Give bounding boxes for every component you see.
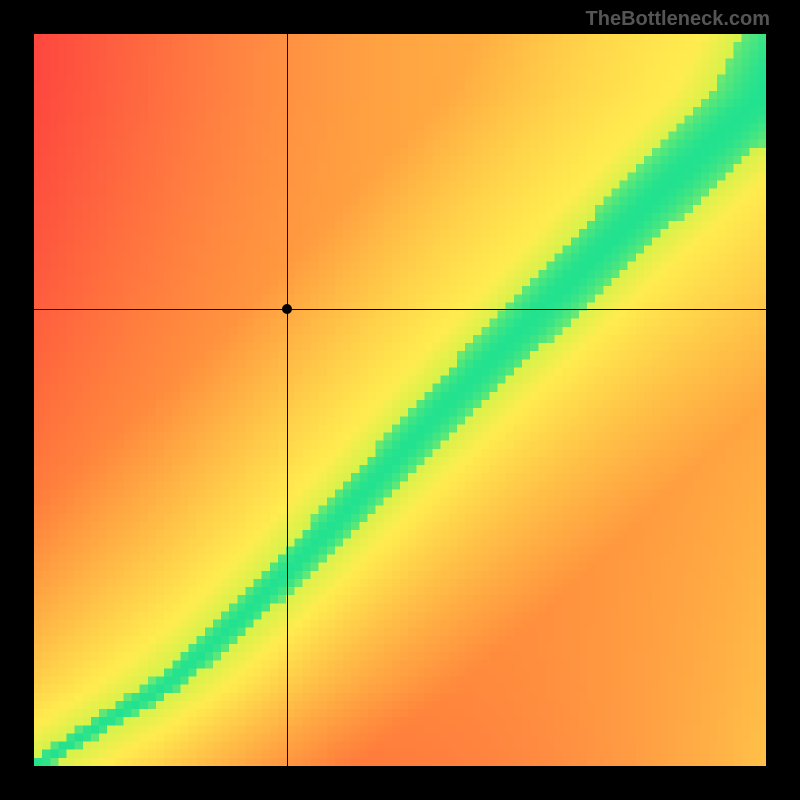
crosshair-vertical xyxy=(287,34,288,766)
crosshair-horizontal xyxy=(34,309,766,310)
heatmap-canvas xyxy=(34,34,766,766)
watermark-text: TheBottleneck.com xyxy=(586,8,770,31)
crosshair-marker xyxy=(282,304,292,314)
bottleneck-heatmap xyxy=(34,34,766,766)
